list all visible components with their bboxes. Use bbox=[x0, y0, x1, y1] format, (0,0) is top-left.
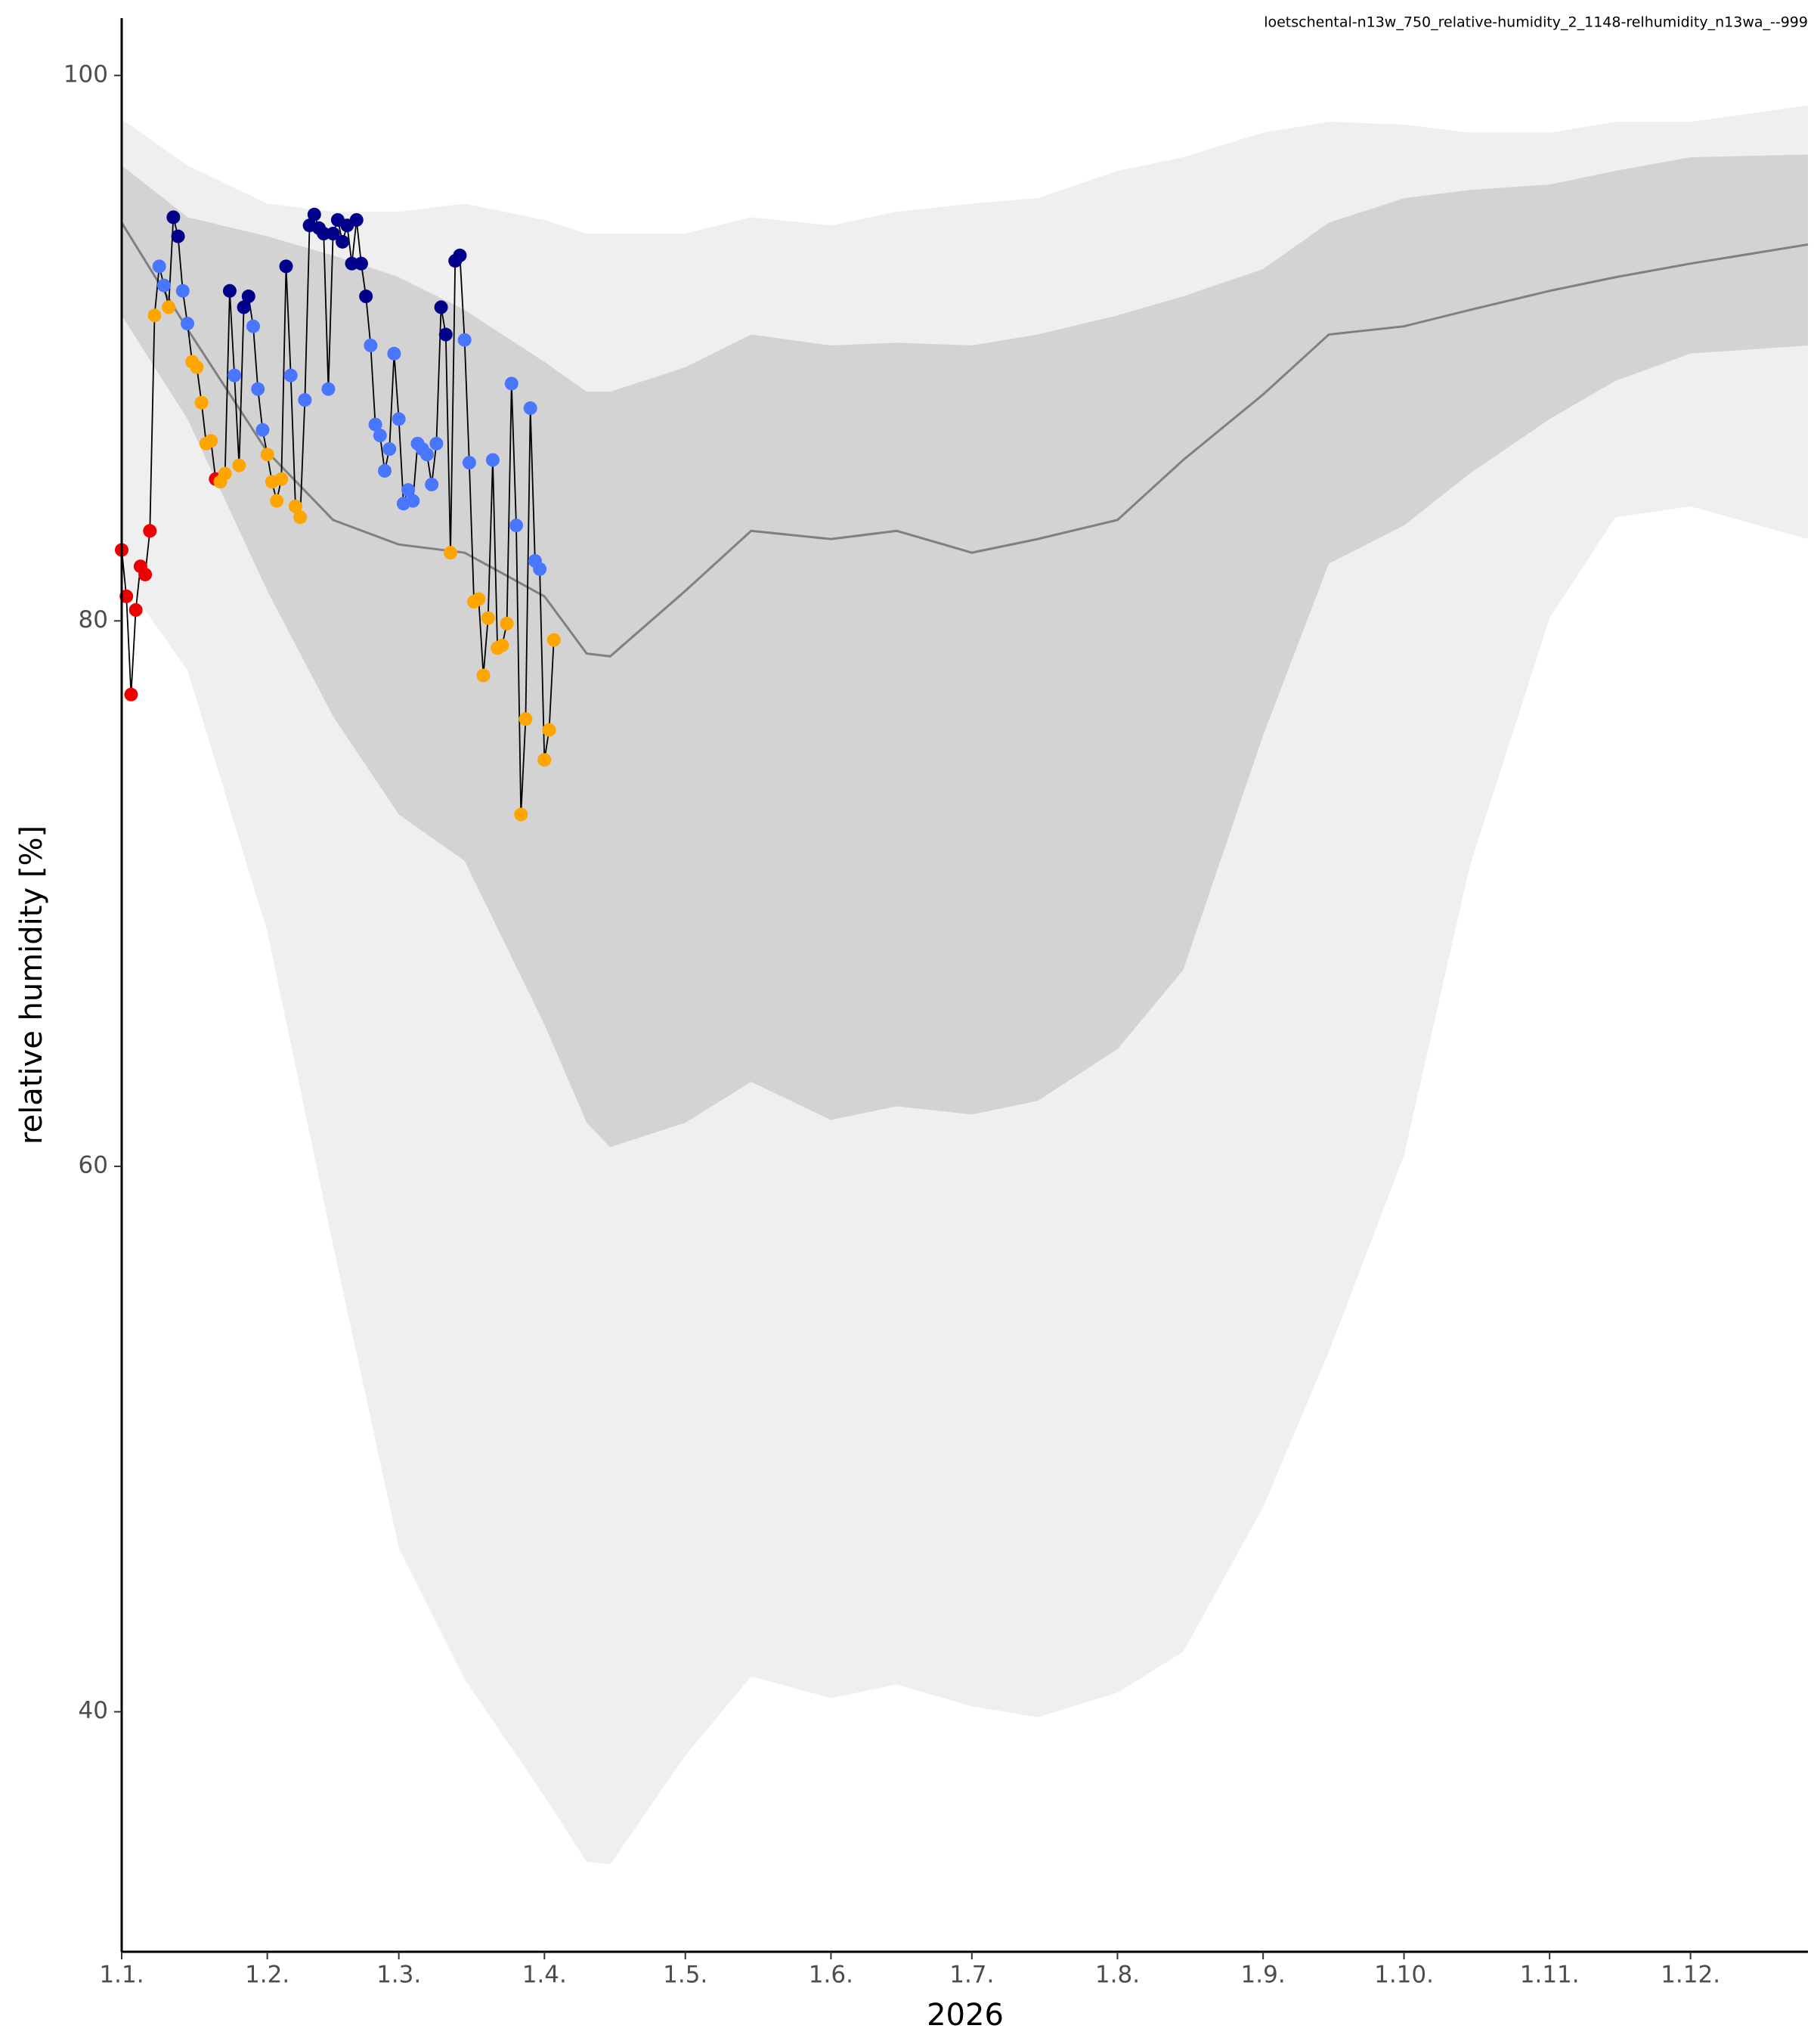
data-point bbox=[345, 256, 359, 271]
data-point bbox=[237, 300, 251, 314]
data-point bbox=[194, 395, 209, 410]
data-point bbox=[453, 248, 467, 262]
data-point bbox=[171, 229, 185, 243]
x-tick-label: 1.4. bbox=[522, 1962, 567, 1989]
data-point bbox=[190, 360, 204, 374]
data-point bbox=[293, 510, 308, 525]
data-point bbox=[546, 633, 561, 647]
data-point bbox=[222, 283, 237, 298]
y-tick-label: 80 bbox=[79, 606, 108, 633]
data-point bbox=[218, 466, 232, 481]
data-point bbox=[514, 807, 528, 822]
data-point bbox=[429, 436, 444, 451]
data-point bbox=[279, 259, 293, 274]
data-point bbox=[298, 393, 312, 407]
data-point bbox=[523, 401, 537, 415]
data-point bbox=[128, 602, 143, 617]
x-tick-label: 1.6. bbox=[809, 1962, 853, 1989]
data-point bbox=[462, 456, 476, 470]
x-tick-label: 1.11. bbox=[1520, 1962, 1580, 1989]
x-tick-label: 1.12. bbox=[1661, 1962, 1720, 1989]
data-point bbox=[246, 319, 261, 333]
data-point bbox=[373, 429, 387, 443]
data-point bbox=[434, 300, 448, 314]
y-tick-label: 40 bbox=[79, 1697, 108, 1724]
data-point bbox=[354, 256, 368, 271]
data-point bbox=[147, 308, 162, 323]
data-point bbox=[283, 368, 298, 382]
data-point bbox=[175, 283, 190, 298]
x-tick-label: 1.1. bbox=[99, 1962, 144, 1989]
data-point bbox=[401, 483, 416, 497]
data-point bbox=[378, 463, 392, 478]
x-tick-label: 1.8. bbox=[1095, 1962, 1140, 1989]
y-axis-title: relative humidity [%] bbox=[14, 825, 49, 1144]
x-tick-label: 1.9. bbox=[1241, 1962, 1286, 1989]
data-point bbox=[504, 376, 519, 391]
data-point bbox=[444, 546, 458, 560]
data-point bbox=[288, 499, 302, 513]
data-point bbox=[181, 317, 195, 331]
data-point bbox=[419, 448, 434, 462]
data-point bbox=[124, 687, 138, 701]
data-point bbox=[485, 453, 500, 467]
data-point bbox=[255, 423, 270, 437]
x-tick-label: 1.10. bbox=[1374, 1962, 1434, 1989]
data-point bbox=[156, 278, 171, 293]
data-point bbox=[537, 753, 552, 767]
x-tick-label: 1.2. bbox=[245, 1962, 289, 1989]
data-point bbox=[204, 434, 218, 448]
data-point bbox=[317, 227, 331, 241]
data-point bbox=[368, 417, 382, 432]
y-tick-label: 100 bbox=[63, 60, 108, 88]
x-tick-label: 1.3. bbox=[376, 1962, 421, 1989]
x-tick-label: 1.5. bbox=[663, 1962, 707, 1989]
data-point bbox=[326, 227, 340, 241]
data-point bbox=[364, 338, 378, 352]
data-point bbox=[519, 712, 533, 726]
data-point bbox=[321, 382, 336, 396]
data-point bbox=[307, 207, 321, 221]
data-point bbox=[481, 611, 495, 625]
data-point bbox=[359, 290, 373, 304]
data-point bbox=[260, 448, 274, 462]
data-point bbox=[162, 300, 176, 314]
data-point bbox=[152, 259, 166, 274]
data-point bbox=[438, 327, 453, 342]
x-axis-title: 2026 bbox=[927, 1998, 1004, 2033]
data-point bbox=[138, 568, 153, 582]
data-point bbox=[336, 234, 350, 249]
data-point bbox=[457, 333, 472, 347]
data-point bbox=[166, 210, 181, 225]
data-point bbox=[232, 458, 246, 472]
data-point bbox=[251, 382, 265, 396]
data-point bbox=[476, 668, 491, 683]
data-point bbox=[495, 638, 509, 652]
chart-title: loetschental-n13w_750_relative-humidity_… bbox=[1264, 14, 1808, 31]
data-point bbox=[270, 494, 284, 508]
data-point bbox=[500, 616, 514, 630]
data-point bbox=[382, 442, 397, 457]
data-point bbox=[143, 524, 157, 538]
data-point bbox=[228, 368, 242, 382]
data-point bbox=[349, 212, 364, 227]
y-tick-label: 60 bbox=[79, 1151, 108, 1178]
data-point bbox=[274, 472, 289, 486]
data-point bbox=[472, 592, 486, 606]
data-point bbox=[509, 519, 524, 533]
data-point bbox=[542, 723, 556, 737]
data-point bbox=[406, 494, 420, 508]
data-point bbox=[533, 562, 547, 576]
data-point bbox=[241, 290, 255, 304]
data-point bbox=[425, 477, 439, 491]
x-tick-label: 1.7. bbox=[949, 1962, 994, 1989]
median-line bbox=[120, 221, 1809, 658]
data-point bbox=[387, 346, 401, 361]
data-point bbox=[392, 412, 406, 426]
data-point bbox=[119, 589, 134, 603]
quantile-band bbox=[122, 154, 1808, 1147]
